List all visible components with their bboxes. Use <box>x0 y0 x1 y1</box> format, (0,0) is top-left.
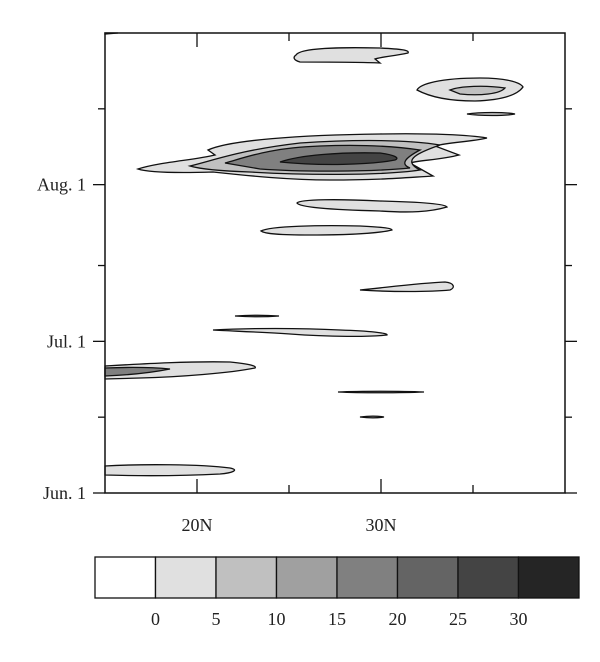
colorbar-label: 25 <box>449 609 467 629</box>
contour-region <box>104 464 236 477</box>
colorbar-label: 15 <box>328 609 346 629</box>
x-tick-label: 30N <box>366 515 397 535</box>
contour-field <box>104 32 524 477</box>
colorbar-swatch <box>215 556 278 599</box>
colorbar-swatch <box>457 556 520 599</box>
colorbar-swatch <box>336 556 399 599</box>
colorbar-label: 0 <box>151 609 160 629</box>
y-tick-label: Aug. 1 <box>37 175 86 195</box>
colorbar-swatch <box>275 556 338 599</box>
y-tick-label: Jun. 1 <box>43 483 86 503</box>
contour-region <box>337 390 425 394</box>
contour-region <box>212 327 388 338</box>
colorbar-swatch <box>154 556 217 599</box>
contour-region <box>448 85 507 96</box>
contour-region <box>279 152 398 166</box>
colorbar-label: 5 <box>212 609 221 629</box>
contour-region <box>359 415 385 419</box>
y-tick-label: Jul. 1 <box>47 331 86 351</box>
plot-frame <box>104 32 566 494</box>
colorbar-swatch <box>396 556 459 599</box>
colorbar-label: 10 <box>268 609 286 629</box>
contour-region <box>104 366 171 377</box>
contour-region <box>234 314 280 318</box>
contour-region <box>359 281 454 293</box>
contour-region <box>293 47 409 64</box>
colorbar-label: 20 <box>389 609 407 629</box>
contour-region <box>104 361 256 380</box>
contour-region <box>259 225 393 236</box>
colorbar-swatch <box>94 556 157 599</box>
contour-region <box>466 111 516 117</box>
contour-region <box>296 199 449 213</box>
colorbar-label: 30 <box>510 609 528 629</box>
colorbar-swatch <box>517 556 580 599</box>
x-tick-label: 20N <box>182 515 213 535</box>
